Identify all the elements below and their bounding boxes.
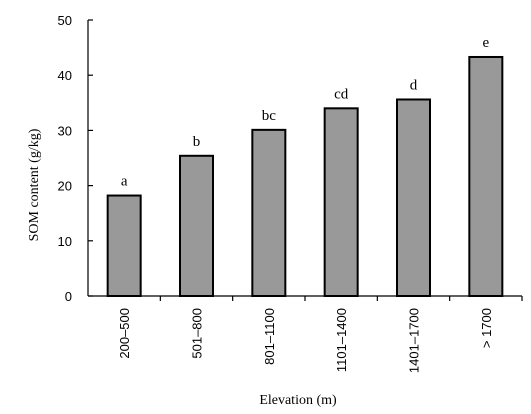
y-axis: 0 10 20 30 40 50 <box>58 13 93 304</box>
bar <box>323 107 359 297</box>
bar <box>251 128 287 297</box>
bar <box>396 98 431 297</box>
significance-labels: a b bc cd d e <box>121 35 490 190</box>
y-axis-title: SOM content (g/kg) <box>27 128 42 241</box>
y-tick-label: 50 <box>58 13 72 28</box>
x-axis-title: Elevation (m) <box>259 393 337 408</box>
significance-letter: b <box>193 134 201 150</box>
significance-letter: a <box>121 174 128 190</box>
y-tick-label: 30 <box>58 123 72 138</box>
bar <box>106 194 142 297</box>
significance-letter: bc <box>262 108 277 124</box>
x-tick-label: 501–800 <box>190 308 205 359</box>
bars <box>106 55 504 298</box>
y-tick-label: 0 <box>65 289 72 304</box>
bar <box>179 154 214 297</box>
x-tick-label: 801–1100 <box>262 308 277 365</box>
x-axis: 200–500 501–800 801–1100 1101–1400 1401–1700… <box>88 295 523 373</box>
y-tick-label: 40 <box>58 68 72 83</box>
significance-letter: cd <box>334 86 349 102</box>
y-tick-label: 20 <box>58 179 72 194</box>
significance-letter: e <box>482 35 489 51</box>
bar <box>468 55 504 298</box>
x-tick-label: 200–500 <box>117 308 132 359</box>
x-tick-label: 1401–1700 <box>407 308 422 373</box>
x-tick-label: > 1700 <box>479 308 494 348</box>
significance-letter: d <box>410 77 418 93</box>
x-tick-label: 1101–1400 <box>334 308 349 372</box>
y-tick-label: 10 <box>58 234 72 249</box>
